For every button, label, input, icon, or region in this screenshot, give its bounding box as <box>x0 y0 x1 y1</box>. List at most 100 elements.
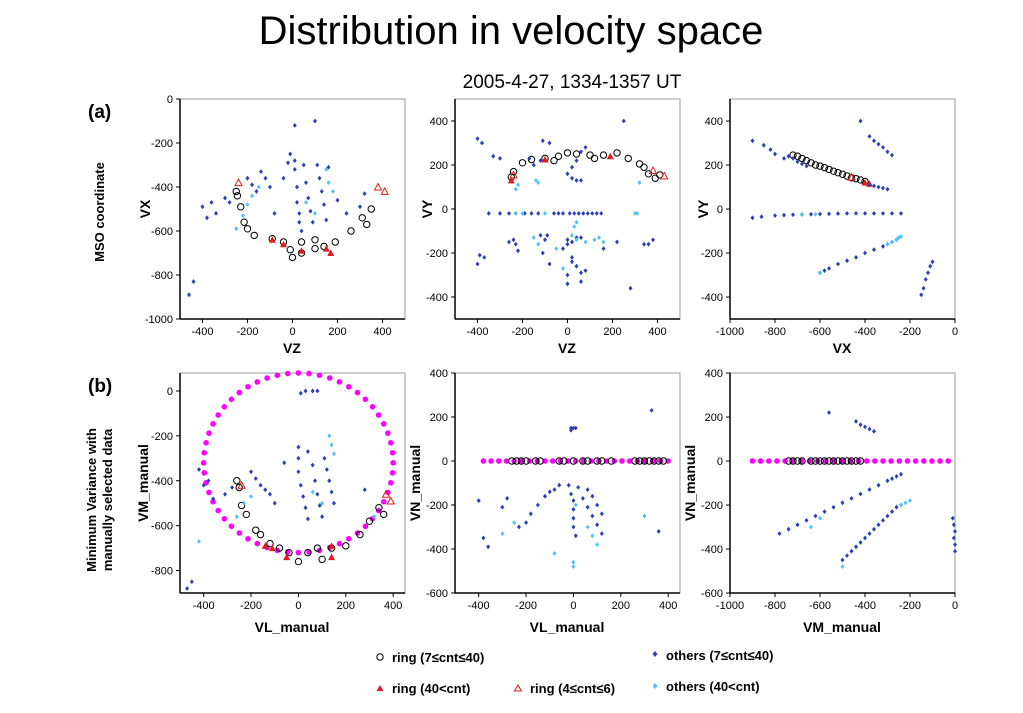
fit-line-dot <box>872 458 878 464</box>
point-others-diamond <box>481 535 486 541</box>
point-others-diamond <box>292 167 297 172</box>
point-others-diamond <box>500 504 505 510</box>
fit-circle-dot <box>203 440 209 446</box>
point-ring-open-circle <box>829 167 838 175</box>
fit-circle-dot <box>264 375 270 381</box>
point-others-diamond <box>308 208 313 214</box>
point-ring-filled-triangle <box>268 236 276 243</box>
y-axis-label: VM_manual <box>135 444 151 522</box>
point-others-diamond <box>320 514 325 520</box>
point-others-diamond <box>574 158 579 163</box>
point-others-diamond <box>327 433 332 439</box>
point-others-diamond <box>531 162 536 168</box>
point-others-diamond <box>223 195 227 201</box>
point-ring-open-circle <box>313 544 322 552</box>
point-others-diamond <box>305 516 310 522</box>
point-others-diamond <box>786 526 791 532</box>
fit-circle-dot <box>336 540 343 547</box>
point-others-diamond <box>196 538 201 544</box>
point-ring-open-circle <box>607 457 616 465</box>
point-others-diamond <box>827 211 831 217</box>
point-others-diamond <box>296 469 301 475</box>
x-tick-label-m600: -600 <box>809 600 831 612</box>
point-others-diamond <box>476 498 481 503</box>
point-others-diamond <box>529 211 534 216</box>
point-others-diamond <box>547 261 552 267</box>
point-ring-open-circle <box>811 161 820 169</box>
point-others-diamond <box>292 123 297 128</box>
point-others-diamond <box>498 156 502 161</box>
point-others-diamond <box>579 235 583 240</box>
y-tick-label-m600: -600 <box>426 588 448 600</box>
point-others-diamond <box>480 140 484 146</box>
point-others-diamond <box>545 233 550 238</box>
page-title: Distribution in velocity space <box>259 9 764 53</box>
point-others-diamond <box>268 491 272 497</box>
point-ring-open-circle <box>365 517 374 525</box>
point-others-diamond <box>899 502 903 508</box>
point-others-diamond <box>872 526 876 532</box>
y-tick-label-m400: -400 <box>701 292 723 304</box>
point-ring-open-circle <box>816 162 824 170</box>
point-others-diamond <box>590 493 595 499</box>
fit-circle-dot <box>326 375 333 381</box>
point-others-diamond <box>516 248 520 254</box>
x-tick-label-m200: -200 <box>240 600 262 612</box>
x-tick-label-m400: -400 <box>191 326 213 338</box>
point-others-diamond <box>245 175 250 181</box>
point-others-diamond <box>894 237 899 243</box>
point-others-diamond <box>637 180 642 185</box>
point-others-diamond <box>597 235 601 240</box>
y-tick-label-400: 400 <box>705 116 723 128</box>
point-ring-open-circle <box>598 457 606 465</box>
point-others-diamond <box>303 505 308 511</box>
fit-circle-dot <box>387 479 394 486</box>
point-others-diamond <box>535 502 540 508</box>
point-others-diamond <box>930 259 935 265</box>
point-others-diamond <box>258 482 263 488</box>
y-tick-label-m600: -600 <box>151 521 173 533</box>
point-others-diamond <box>344 211 349 216</box>
point-others-diamond <box>791 212 795 218</box>
y-tick-label-400: 400 <box>430 368 448 380</box>
legend-label: ring (4≤cnt≤6) <box>530 681 615 696</box>
x-tick-label-m800: -800 <box>764 326 786 338</box>
point-others-diamond <box>543 211 547 216</box>
point-ring-open-circle <box>243 225 252 233</box>
point-ring-open-circle <box>342 542 350 550</box>
point-ring-open-circle <box>834 457 842 465</box>
point-others-diamond <box>849 548 854 554</box>
point-ring-open-circle <box>232 187 240 196</box>
point-ring-open-triangle <box>237 480 246 489</box>
point-others-diamond <box>858 422 863 428</box>
y-tick-label-m200: -200 <box>701 248 723 260</box>
point-others-diamond <box>557 482 562 488</box>
x-tick-label-m200: -200 <box>511 326 533 338</box>
point-ring-open-circle <box>294 557 303 566</box>
point-ring-open-circle <box>798 457 806 465</box>
fit-line-dot <box>634 458 641 464</box>
fit-line-dot <box>896 458 903 464</box>
point-others-diamond <box>890 239 894 245</box>
point-others-diamond <box>286 160 290 166</box>
point-ring-open-circle <box>555 457 563 465</box>
point-others-diamond <box>867 182 872 188</box>
point-others-diamond <box>513 211 518 216</box>
y-tick-label-200: 200 <box>705 412 723 424</box>
point-ring-open-circle <box>531 457 540 465</box>
fit-circle-dot <box>215 412 222 418</box>
point-ring-open-circle <box>275 544 284 552</box>
point-others-diamond <box>872 211 876 216</box>
legend: ring (7≤cnt≤40) others (7≤cnt≤40) ring (… <box>376 648 773 696</box>
point-others-diamond <box>818 211 822 217</box>
x-tick-label-0: 0 <box>564 326 570 338</box>
point-others-diamond <box>569 491 574 497</box>
fit-circle-dot <box>221 515 228 522</box>
point-others-diamond <box>574 237 579 243</box>
fit-line-dot <box>757 458 764 464</box>
y-tick-label-m400: -400 <box>426 544 448 556</box>
point-others-diamond <box>953 548 957 554</box>
point-ring-open-circle <box>654 457 663 465</box>
point-ring-open-circle <box>807 457 815 465</box>
point-others-diamond <box>259 169 263 174</box>
